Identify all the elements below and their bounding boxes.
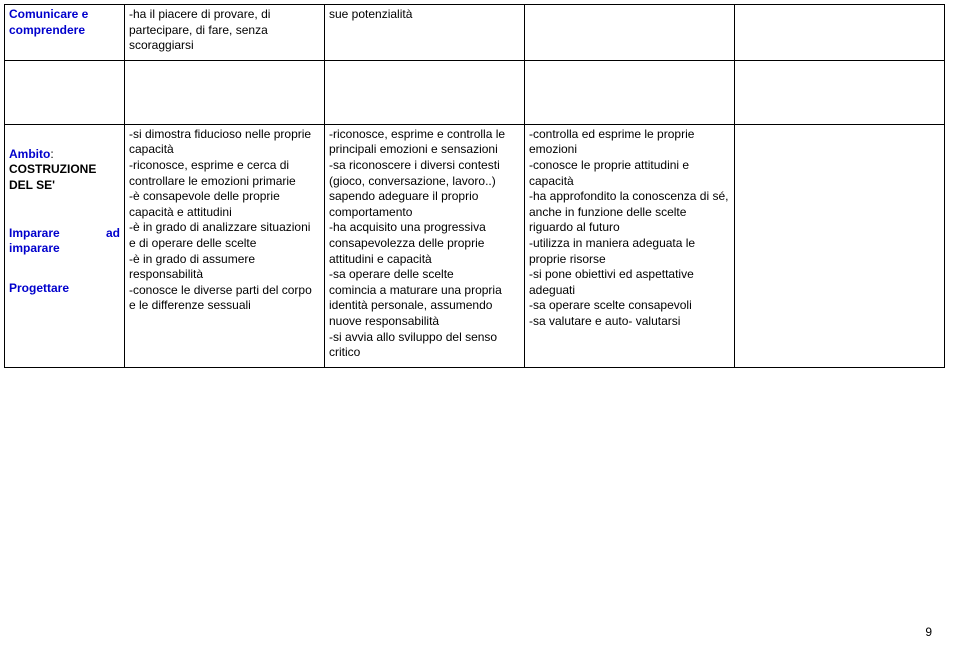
progettare-label: Progettare — [9, 281, 120, 297]
imparare-right: ad — [106, 226, 120, 242]
cell-r1c3 — [525, 5, 735, 61]
cell-r1c2: sue potenzialità — [325, 5, 525, 61]
imparare-block: Imparare ad imparare — [9, 226, 120, 257]
cell-r3c1: -si dimostra fiducioso nelle proprie cap… — [125, 124, 325, 367]
imparare-line2: imparare — [9, 241, 60, 255]
cell-r1c4 — [735, 5, 945, 61]
spacer-row — [5, 60, 945, 124]
page-number: 9 — [925, 625, 932, 639]
ambito-block: Ambito: COSTRUZIONE DEL SE' — [9, 147, 120, 194]
cell-r1c1: -ha il piacere di provare, di partecipar… — [125, 5, 325, 61]
ambito-value: COSTRUZIONE DEL SE' — [9, 162, 96, 192]
cell-r3c2: -riconosce, esprime e controlla le princ… — [325, 124, 525, 367]
cell-comunicare: Comunicare e comprendere — [5, 5, 125, 61]
cell-r3c3: -controlla ed esprime le proprie emozion… — [525, 124, 735, 367]
imparare-left: Imparare — [9, 226, 60, 242]
main-table: Comunicare e comprendere -ha il piacere … — [4, 4, 945, 368]
label-comunicare: Comunicare e comprendere — [9, 7, 88, 37]
table-row: Comunicare e comprendere -ha il piacere … — [5, 5, 945, 61]
cell-r3c4 — [735, 124, 945, 367]
cell-ambito: Ambito: COSTRUZIONE DEL SE' Imparare ad … — [5, 124, 125, 367]
ambito-label: Ambito — [9, 147, 50, 161]
table-row: Ambito: COSTRUZIONE DEL SE' Imparare ad … — [5, 124, 945, 367]
